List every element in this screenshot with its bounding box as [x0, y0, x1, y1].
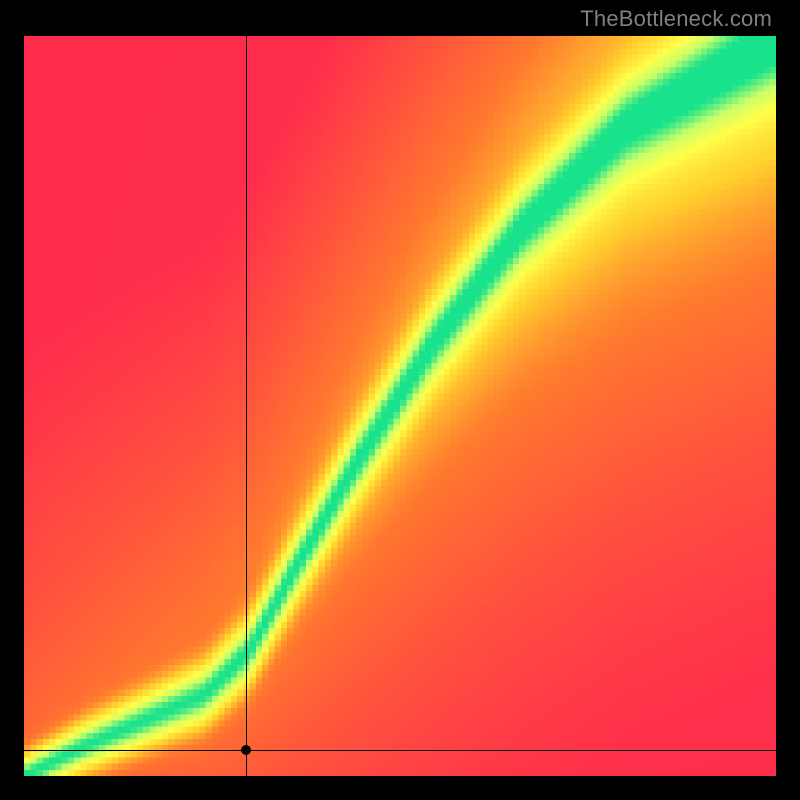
plot-area	[24, 36, 776, 776]
crosshair-vertical	[246, 36, 247, 776]
crosshair-horizontal	[24, 750, 776, 751]
crosshair-marker-dot	[241, 745, 251, 755]
heatmap-canvas	[24, 36, 776, 776]
watermark-text: TheBottleneck.com	[580, 6, 772, 32]
